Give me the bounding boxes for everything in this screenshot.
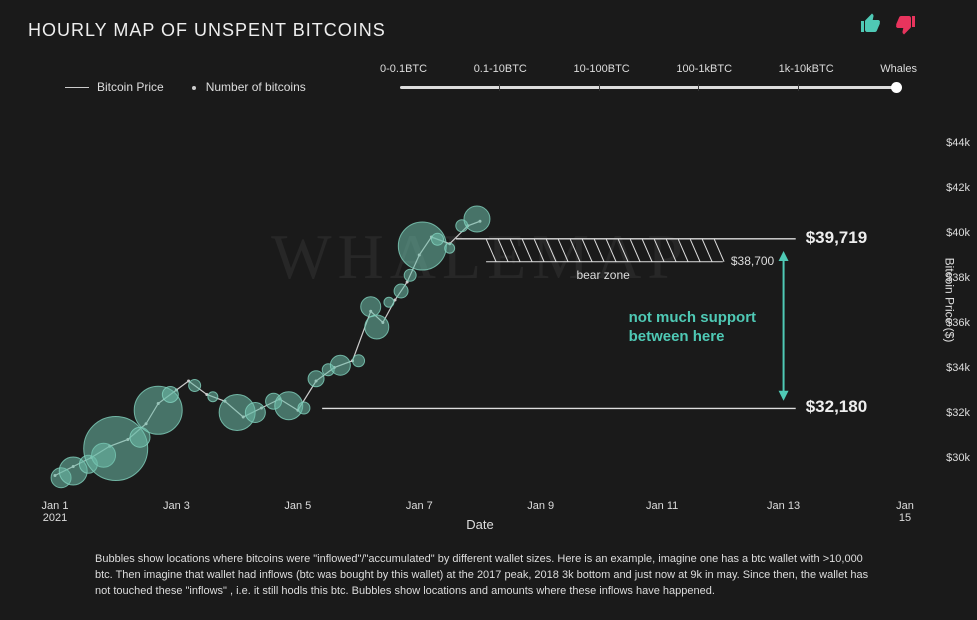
bubble: [208, 392, 218, 402]
hatch-line: [582, 239, 592, 262]
x-tick: Jan 11: [646, 500, 678, 512]
hatch-line: [594, 239, 604, 262]
hatch-line: [702, 239, 712, 262]
y-tick: $42k: [946, 182, 970, 194]
y-tick: $32k: [946, 407, 970, 419]
slider-label: 1k-10kBTC: [779, 63, 834, 75]
slider-label: 0-0.1BTC: [380, 63, 427, 75]
bubble: [404, 269, 416, 281]
arrow-up-icon: [779, 251, 789, 261]
slider-label: 10-100BTC: [574, 63, 630, 75]
chart-legend: Bitcoin Price Number of bitcoins: [65, 80, 306, 94]
reference-price: $39,719: [806, 228, 867, 248]
y-tick: $34k: [946, 362, 970, 374]
slider-label: Whales: [880, 63, 917, 75]
bubble: [384, 297, 394, 307]
thumbs-up-icon[interactable]: [859, 12, 883, 41]
hatch-line: [642, 239, 652, 262]
hatch-line: [570, 239, 580, 262]
hatch-line: [690, 239, 700, 262]
bucket-slider[interactable]: [400, 86, 897, 89]
legend-bubbles: Number of bitcoins: [192, 80, 306, 94]
y-axis-label: Bitcoin Price ($): [943, 258, 957, 343]
bubble: [353, 355, 365, 367]
support-note: not much supportbetween here: [629, 308, 757, 347]
bubble: [394, 284, 408, 298]
bubble: [398, 222, 446, 270]
slider-handle[interactable]: [891, 82, 902, 93]
x-tick: Jan 15: [896, 500, 914, 524]
bubble: [445, 243, 455, 253]
bubble: [308, 371, 324, 387]
chart-description: Bubbles show locations where bitcoins we…: [95, 552, 882, 600]
legend-price: Bitcoin Price: [65, 80, 164, 94]
hatch-line: [558, 239, 568, 262]
x-tick: Jan 13: [767, 500, 800, 512]
price-chart: WHALEMAP $30k$32k$34k$36k$38k$40k$42k$44…: [55, 120, 905, 480]
slider-label: 100-1kBTC: [676, 63, 732, 75]
bubble: [298, 402, 310, 414]
bubble: [432, 233, 444, 245]
x-tick: Jan 3: [163, 500, 190, 512]
slider-label: 0.1-10BTC: [474, 63, 527, 75]
hatch-line: [666, 239, 676, 262]
hatch-line: [486, 239, 496, 262]
x-axis-label: Date: [466, 517, 493, 532]
bubble: [365, 315, 389, 339]
x-tick: Jan 9: [527, 500, 554, 512]
bubble: [245, 403, 265, 423]
bear-zone-price: $38,700: [731, 254, 774, 268]
bubble: [361, 297, 381, 317]
arrow-down-icon: [779, 391, 789, 401]
thumbs-down-icon[interactable]: [893, 12, 917, 41]
x-tick: Jan 5: [284, 500, 311, 512]
slider-labels: 0-0.1BTC 0.1-10BTC 10-100BTC 100-1kBTC 1k-10…: [380, 63, 917, 75]
hatch-line: [534, 239, 544, 262]
bubble: [162, 387, 178, 403]
y-tick: $40k: [946, 227, 970, 239]
feedback-buttons: [859, 12, 917, 41]
hatch-line: [546, 239, 556, 262]
hatch-line: [618, 239, 628, 262]
y-tick: $30k: [946, 452, 970, 464]
hatch-line: [498, 239, 508, 262]
reference-price: $32,180: [806, 397, 867, 417]
hatch-line: [630, 239, 640, 262]
hatch-line: [678, 239, 688, 262]
bubble: [464, 206, 490, 232]
hatch-line: [714, 239, 724, 262]
hatch-line: [522, 239, 532, 262]
hatch-line: [510, 239, 520, 262]
page-title: HOURLY MAP OF UNSPENT BITCOINS: [28, 20, 386, 41]
x-tick: Jan 12021: [42, 500, 69, 524]
y-tick: $44k: [946, 137, 970, 149]
bubble: [84, 417, 148, 481]
bear-zone-label: bear zone: [576, 268, 629, 282]
hatch-line: [654, 239, 664, 262]
hatch-line: [606, 239, 616, 262]
bubble: [189, 380, 201, 392]
bubble: [330, 355, 350, 375]
x-tick: Jan 7: [406, 500, 433, 512]
